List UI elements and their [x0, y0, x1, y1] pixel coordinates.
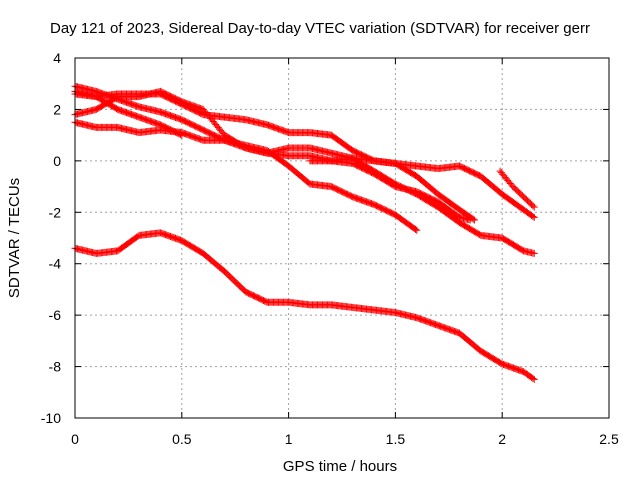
grid-lines: [75, 58, 609, 418]
y-tick-label: 4: [53, 50, 61, 66]
y-tick-label: -10: [41, 410, 61, 426]
x-tick-label: 1.5: [386, 431, 406, 447]
y-axis-label: SDTVAR / TECUs: [6, 178, 23, 298]
data-point: [530, 213, 538, 221]
data-point: [178, 131, 186, 139]
data-point: [412, 225, 420, 233]
data-point: [177, 131, 185, 139]
x-tick-label: 0: [71, 431, 79, 447]
data-point: [530, 203, 538, 211]
y-tick-labels: -10 -8 -6 -4 -2 0 2 4: [41, 50, 61, 426]
chart-title: Day 121 of 2023, Sidereal Day-to-day VTE…: [50, 20, 590, 37]
data-point: [529, 374, 537, 382]
axis-ticks: [74, 57, 610, 419]
x-tick-label: 2.5: [599, 431, 619, 447]
y-tick-label: 0: [53, 153, 61, 169]
y-tick-label: 2: [53, 101, 61, 117]
y-tick-label: -4: [49, 256, 62, 272]
plot-frame: [74, 57, 610, 419]
series-sat-d: [71, 87, 478, 224]
data-point: [530, 249, 538, 257]
data-point: [466, 216, 474, 224]
series-sat-h: [71, 229, 538, 383]
x-tick-label: 0.5: [172, 431, 192, 447]
data-point: [413, 226, 421, 234]
x-tick-label: 1: [285, 431, 293, 447]
x-tick-label: 2: [498, 431, 506, 447]
series-sat-f: [306, 157, 474, 224]
x-tick-labels: 0 0.5 1 1.5 2 2.5: [71, 431, 619, 447]
y-tick-label: -8: [49, 359, 62, 375]
data-point: [529, 202, 537, 210]
y-tick-label: -6: [49, 307, 62, 323]
data-point: [529, 212, 537, 220]
series-sat-e: [71, 87, 186, 139]
data-point: [530, 375, 538, 383]
series-sat-c: [71, 118, 421, 234]
data-markers: [71, 82, 538, 383]
x-axis-label: GPS time / hours: [283, 458, 397, 475]
series-sat-g: [496, 167, 538, 211]
y-tick-label: -2: [49, 204, 62, 220]
